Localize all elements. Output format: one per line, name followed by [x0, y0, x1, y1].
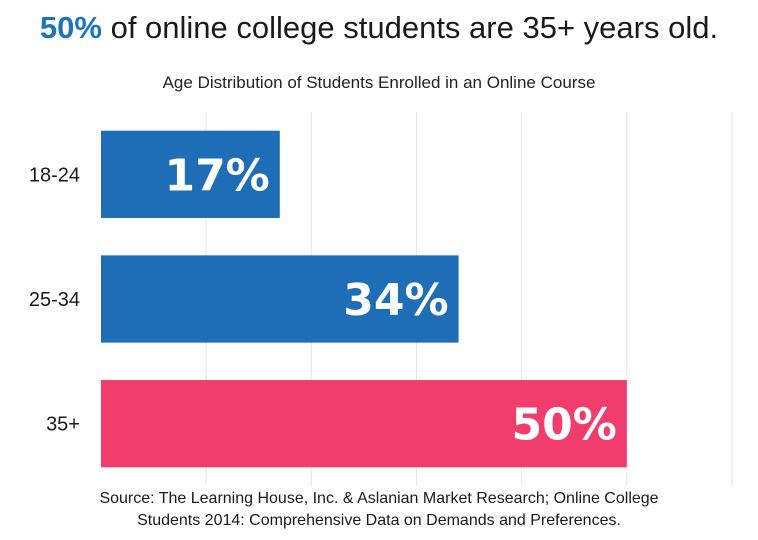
bar-25-34 — [101, 255, 459, 343]
data-label: 17% — [164, 150, 269, 201]
source-line-1: Source: The Learning House, Inc. & Aslan… — [99, 490, 659, 507]
y-tick-label: 18-24 — [29, 164, 80, 186]
data-label: 34% — [343, 275, 448, 326]
y-tick-label: 35+ — [46, 414, 80, 436]
chart-title: Age Distribution of Students Enrolled in… — [162, 73, 596, 92]
y-tick-label: 25-34 — [29, 289, 80, 311]
headline-highlight: 50% — [39, 10, 102, 45]
headline-text: of online college students are 35+ years… — [101, 10, 719, 45]
headline: 50% of online college students are 35+ y… — [0, 8, 758, 48]
source-line-2: Students 2014: Comprehensive Data on Dem… — [137, 512, 621, 529]
source-note: Source: The Learning House, Inc. & Aslan… — [0, 488, 758, 532]
data-label: 50% — [512, 400, 617, 451]
bar-18-24 — [101, 130, 280, 218]
bar-35+ — [101, 380, 627, 468]
